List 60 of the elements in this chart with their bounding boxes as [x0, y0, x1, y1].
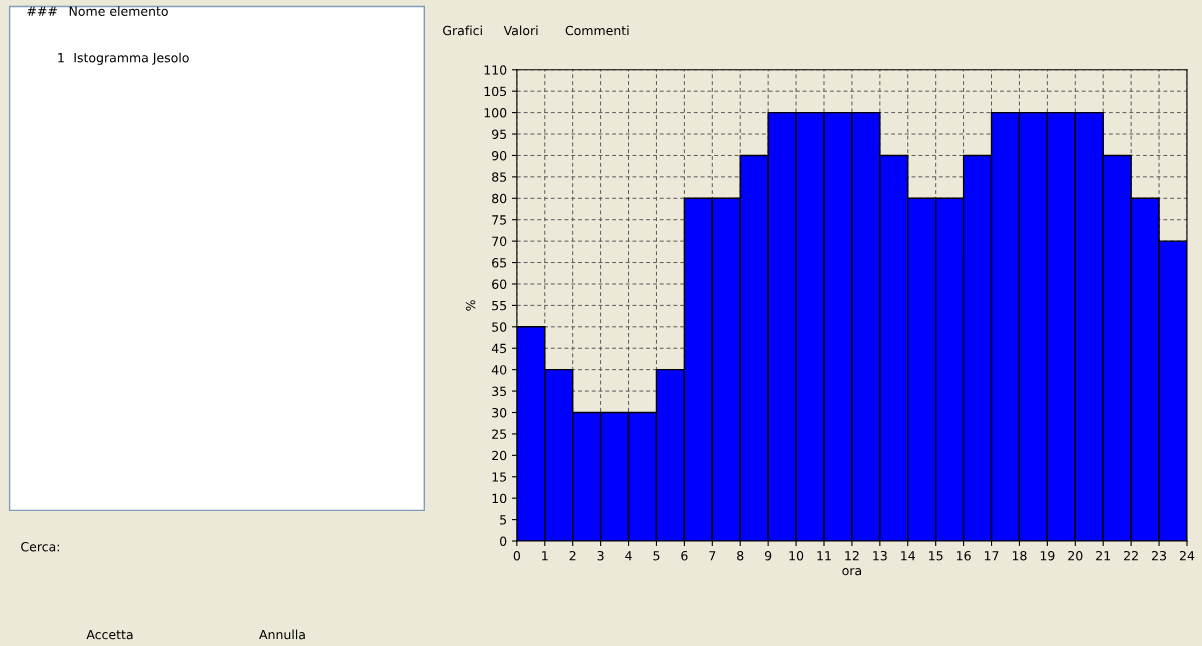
x-tick-label: 15: [929, 551, 943, 561]
x-tick-label: 9: [764, 550, 772, 561]
y-tick-label: 40: [491, 365, 507, 375]
x-tick-label: 7: [709, 551, 716, 561]
x-tick-label: 18: [1012, 550, 1027, 561]
y-tick-label: 15: [492, 472, 507, 482]
text: Valori: [503, 25, 538, 36]
x-tick-label: 5: [653, 551, 660, 561]
x-tick-label: 19: [1040, 550, 1055, 561]
y-tick-label: 10: [492, 493, 507, 504]
y-tick-label: 25: [492, 429, 507, 439]
x-tick-label: 22: [1124, 550, 1138, 561]
x-tick-label: 0: [513, 550, 521, 561]
x-tick-label: 1: [542, 551, 548, 561]
y-tick-label: 110: [484, 65, 507, 75]
x-tick-label: 11: [817, 551, 831, 561]
x-tick-label: 17: [984, 551, 999, 561]
x-tick-label: 3: [597, 550, 604, 561]
y-tick-label: 100: [484, 108, 507, 118]
text: Accetta: [86, 630, 133, 640]
x-tick-label: 12: [845, 550, 859, 561]
x-tick-label: 10: [789, 550, 804, 561]
y-tick-label: 105: [484, 86, 507, 97]
y-tick-label: 30: [492, 407, 507, 418]
text: Istogramma Jesolo: [74, 52, 189, 65]
y-tick-label: 70: [492, 236, 507, 247]
x-tick-label: 4: [625, 551, 632, 561]
x-tick-label: 8: [737, 550, 744, 561]
y-tick-label: 90: [492, 150, 507, 161]
text: Cerca:: [21, 541, 59, 552]
y-tick-label: 80: [492, 193, 507, 204]
y-tick-label: 50: [492, 322, 507, 332]
x-tick-label: 24: [1179, 550, 1195, 561]
y-tick-label: 60: [492, 279, 507, 289]
x-tick-label: 14: [901, 551, 916, 561]
x-tick-label: 23: [1152, 550, 1166, 561]
text: Grafici: [443, 25, 482, 36]
text: 1: [58, 53, 64, 63]
y-tick-label: 55: [492, 301, 507, 311]
x-tick-label: 2: [569, 550, 576, 561]
y-axis-title: %: [465, 300, 476, 311]
y-tick-label: 75: [492, 215, 507, 225]
y-tick-label: 0: [500, 536, 507, 546]
y-tick-label: 85: [492, 172, 507, 182]
y-tick-label: 20: [492, 450, 507, 461]
y-tick-label: 65: [492, 258, 507, 268]
x-tick-label: 21: [1096, 550, 1111, 561]
y-tick-label: 35: [492, 386, 507, 397]
x-tick-label: 6: [681, 550, 688, 561]
x-tick-label: 20: [1068, 550, 1083, 561]
y-tick-label: 5: [500, 515, 507, 525]
text: ###: [27, 6, 57, 16]
text: Commenti: [565, 25, 629, 36]
text: Nome elemento: [69, 6, 168, 16]
text: Annulla: [259, 629, 305, 640]
x-axis-title: ora: [842, 568, 862, 576]
x-tick-label: 16: [957, 550, 971, 561]
x-tick-label: 13: [873, 550, 887, 561]
y-tick-label: 45: [491, 343, 507, 354]
y-tick-label: 95: [492, 129, 507, 139]
